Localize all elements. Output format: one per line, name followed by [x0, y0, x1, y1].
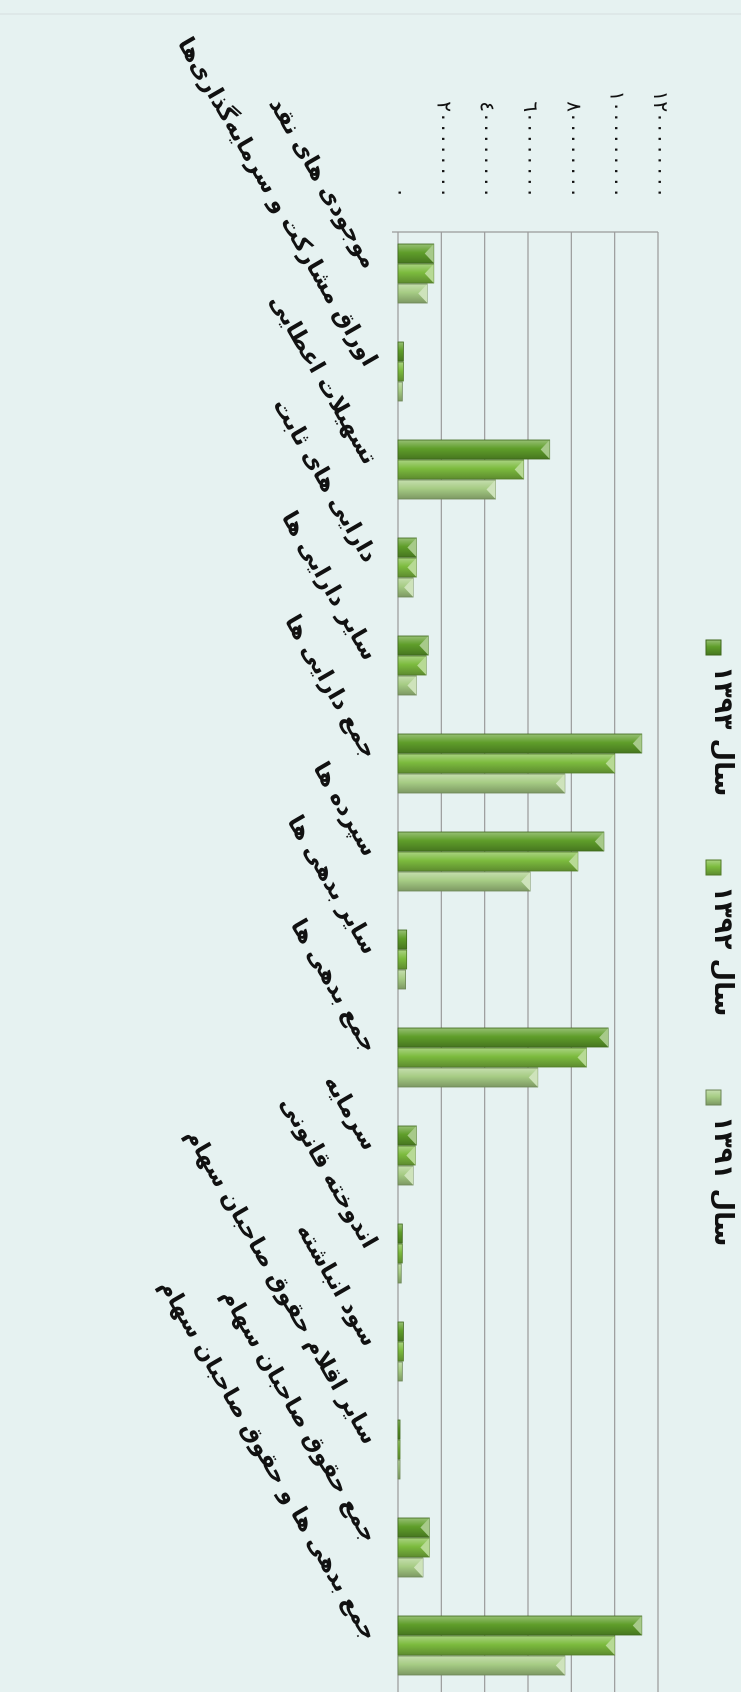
bar-end-cap — [514, 460, 524, 479]
tick-label: ٨٠٠٠٠٠٠٠٠ — [562, 101, 586, 198]
tick-labels: ٠ ٢٠٠٠٠٠٠٠٠ ٤٠٠٠٠٠٠٠٠ ٦٠٠٠٠٠٠٠٠ ٨٠٠٠٠٠٠٠٠ ١٠٠… — [389, 91, 673, 198]
bar-end-cap — [407, 676, 417, 695]
bar — [397, 1439, 401, 1460]
tick-label: ٦٠٠٠٠٠٠٠٠ — [519, 101, 543, 198]
bar-end-cap — [577, 1048, 587, 1067]
category-label: سرمایه — [319, 1071, 383, 1155]
tick-label: ٢٠٠٠٠٠٠٠٠ — [432, 101, 456, 198]
bar — [397, 1341, 404, 1362]
bar — [397, 831, 605, 852]
bar — [397, 479, 496, 500]
bar — [397, 1067, 539, 1088]
bar — [397, 381, 403, 402]
bar-end-cap — [555, 1656, 565, 1675]
bar-end-cap — [486, 480, 496, 499]
bar — [397, 439, 551, 460]
bar — [397, 1419, 401, 1440]
bar-end-cap — [599, 1028, 609, 1047]
bar — [397, 733, 643, 754]
bars — [397, 243, 643, 1676]
bar-end-cap — [406, 1146, 416, 1165]
tick-label: ١٢٠٠٠٠٠٠٠٠ — [649, 91, 673, 198]
bar-end-cap — [521, 872, 531, 891]
bar-end-cap — [407, 1126, 417, 1145]
legend-label: سال ۱۳۹۲ — [708, 886, 738, 1016]
bar — [397, 949, 408, 970]
bar — [397, 1027, 609, 1048]
bar — [397, 929, 408, 950]
legend-label: سال ۱۳۹۱ — [708, 1116, 738, 1246]
bar — [397, 1361, 403, 1382]
bar-end-cap — [594, 832, 604, 851]
category-label: دارایی های ثابت — [267, 394, 382, 567]
bar-end-cap — [404, 1166, 414, 1185]
bar-end-cap — [632, 734, 642, 753]
category-label: تسهیلات اعطایی — [264, 290, 382, 469]
bar-end-cap — [418, 284, 428, 303]
bar — [397, 341, 404, 362]
bar — [397, 753, 616, 774]
bar-end-cap — [528, 1068, 538, 1087]
bar-end-cap — [632, 1616, 642, 1635]
bar-end-cap — [420, 1538, 430, 1557]
bar-end-cap — [419, 636, 429, 655]
bar — [397, 459, 525, 480]
bar — [397, 361, 404, 382]
bar-end-cap — [407, 558, 417, 577]
legend-swatch — [705, 1089, 722, 1106]
legend-swatch — [705, 859, 722, 876]
bar-end-cap — [413, 1558, 423, 1577]
bar — [397, 1263, 402, 1284]
bar-end-cap — [555, 774, 565, 793]
legend: سال ۱۳۹۳ سال ۱۳۹۲ سال ۱۳۹۱ — [705, 639, 738, 1246]
bar — [397, 1047, 587, 1068]
bar — [397, 1635, 616, 1656]
bar-end-cap — [404, 578, 414, 597]
bar-end-cap — [407, 538, 417, 557]
bar — [397, 1459, 401, 1480]
bar-end-cap — [568, 852, 578, 871]
bar — [397, 1321, 404, 1342]
legend-swatch — [705, 639, 722, 656]
bar-end-cap — [420, 1518, 430, 1537]
bar-end-cap — [540, 440, 550, 459]
bar-end-cap — [417, 656, 427, 675]
bar-end-cap — [424, 244, 434, 263]
bar — [397, 773, 566, 794]
bar-end-cap — [605, 1636, 615, 1655]
bar — [397, 851, 579, 872]
bar — [397, 1223, 403, 1244]
tick-label: ٠ — [389, 187, 413, 198]
legend-label: سال ۱۳۹۳ — [708, 666, 738, 796]
bar — [397, 871, 531, 892]
bar — [397, 969, 406, 990]
tick-label: ١٠٠٠٠٠٠٠٠٠ — [606, 91, 630, 198]
bar — [397, 1243, 403, 1264]
bar — [397, 1655, 566, 1676]
tick-label: ٤٠٠٠٠٠٠٠٠ — [476, 101, 500, 198]
bar-end-cap — [605, 754, 615, 773]
bar — [397, 1615, 643, 1636]
bar-end-cap — [424, 264, 434, 283]
